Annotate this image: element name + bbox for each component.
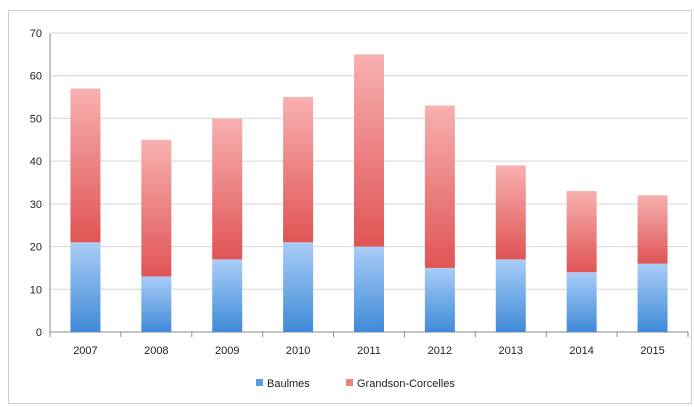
bar-baulmes-2010 (283, 242, 314, 332)
bar-grandson-corcelles-2008 (141, 139, 172, 277)
legend-swatch (346, 379, 353, 386)
legend: Baulmes Grandson-Corcelles (256, 378, 455, 390)
bar-baulmes-2009 (212, 259, 243, 332)
bar-baulmes-2011 (354, 246, 384, 332)
legend-label: Baulmes (267, 378, 310, 390)
y-tick-label: 50 (30, 113, 42, 125)
bars (70, 54, 668, 332)
legend-swatch (256, 379, 263, 386)
x-tick-label: 2015 (640, 345, 664, 357)
bar-baulmes-2014 (566, 272, 597, 332)
y-tick-label: 0 (36, 327, 42, 339)
y-tick-label: 70 (30, 28, 42, 40)
bar-grandson-corcelles-2012 (424, 105, 455, 268)
x-tick-label: 2012 (428, 345, 452, 357)
x-tick-label: 2013 (499, 345, 523, 357)
bar-grandson-corcelles-2007 (70, 88, 101, 243)
bar-grandson-corcelles-2011 (354, 54, 384, 247)
y-tick-label: 10 (30, 284, 42, 296)
bar-baulmes-2008 (141, 276, 172, 332)
x-tick-label: 2010 (286, 345, 310, 357)
y-tick-label: 30 (30, 199, 42, 211)
x-tick-label: 2011 (357, 345, 381, 357)
y-tick-label: 20 (30, 242, 42, 254)
legend-label: Grandson-Corcelles (357, 378, 455, 390)
bar-baulmes-2015 (637, 263, 668, 332)
x-tick-label: 2009 (215, 345, 239, 357)
bar-grandson-corcelles-2015 (637, 195, 668, 264)
bar-grandson-corcelles-2010 (283, 97, 314, 243)
bar-baulmes-2007 (70, 242, 101, 332)
bar-baulmes-2012 (424, 267, 455, 332)
tick-labels: 0 10 20 30 40 50 60 70 2007 2008 2009 2010 2011 2012 2… (30, 28, 665, 357)
y-tick-label: 60 (30, 71, 42, 83)
bar-grandson-corcelles-2014 (566, 191, 597, 273)
x-tick-label: 2007 (73, 345, 97, 357)
y-tick-label: 40 (30, 156, 42, 168)
bar-baulmes-2013 (495, 259, 526, 332)
bar-grandson-corcelles-2013 (495, 165, 526, 260)
x-tick-label: 2008 (144, 345, 168, 357)
bar-grandson-corcelles-2009 (212, 118, 243, 260)
x-tick-label: 2014 (569, 345, 593, 357)
